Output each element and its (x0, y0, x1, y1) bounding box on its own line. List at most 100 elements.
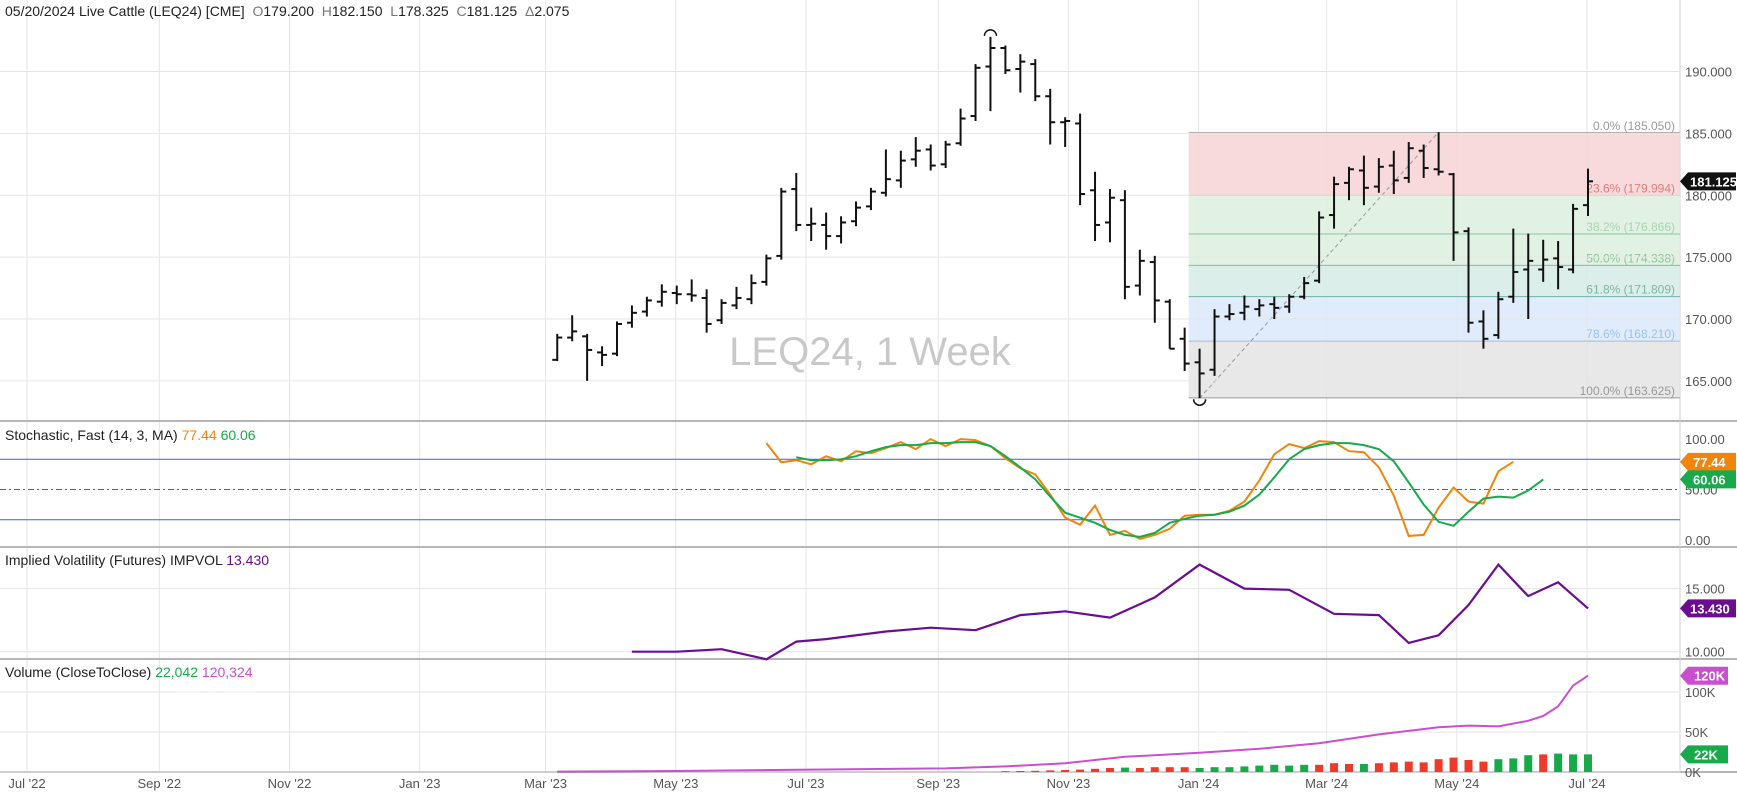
stoch-d-badge (1680, 470, 1736, 489)
volume-bar (1105, 768, 1114, 772)
change-label: Δ (524, 3, 535, 19)
stoch-d-badge-label: 60.06 (1693, 472, 1726, 487)
ohlc-bar (1119, 190, 1130, 300)
volume-bar (1180, 767, 1189, 772)
ohlc-bar (1463, 227, 1474, 333)
x-tick-label: May '23 (653, 776, 698, 791)
volume-bar (1016, 771, 1025, 772)
ohlc-bar (1015, 54, 1026, 93)
ohlc-bar (1134, 249, 1145, 296)
ohlc-bar (1538, 239, 1549, 282)
volume-badge (1680, 745, 1728, 764)
high-value: 182.150 (331, 3, 383, 19)
fib-zone (1188, 341, 1680, 398)
volume-oi-value: 120,324 (201, 664, 253, 680)
ohlc-bar (1388, 150, 1399, 195)
volume-bar (1330, 763, 1339, 772)
close-to-close-line (557, 674, 1589, 773)
ohlc-bar (1508, 228, 1519, 303)
ohlc-bar (731, 286, 742, 310)
volume-bar (1464, 760, 1473, 772)
change-value: 2.075 (534, 3, 570, 19)
fib-level-label: 78.6% (168.210) (1586, 327, 1675, 341)
ohlc-bar (776, 187, 787, 260)
last-price-label: 181.125 (1690, 174, 1737, 189)
volume-bar (1046, 770, 1055, 772)
ohlc-bar (1299, 276, 1310, 300)
volume-oi-badge (1680, 666, 1728, 685)
x-tick-label: Mar '23 (524, 776, 567, 791)
ohlc-bar (567, 315, 578, 342)
volume-bar (1031, 770, 1040, 772)
volume-bar (1135, 768, 1144, 772)
high-label: H (321, 3, 332, 19)
volume-bar (1091, 768, 1100, 772)
volume-bar (1584, 754, 1592, 772)
volume-bar (1539, 754, 1548, 772)
price-axis-label: 170.000 (1685, 312, 1732, 327)
close-label: C (456, 3, 467, 19)
volume-bar (1001, 771, 1010, 772)
ohlc-bar (1075, 113, 1086, 206)
price-axis-label: 190.000 (1685, 65, 1732, 80)
ohlc-bar (746, 274, 757, 305)
volume-bar (1225, 767, 1234, 772)
watermark: LEQ24, 1 Week (729, 330, 1012, 374)
volume-bar (1359, 764, 1368, 772)
volume-bar (1120, 767, 1129, 772)
header-date: 05/20/2024 (5, 3, 76, 19)
ohlc-bar (955, 108, 966, 146)
ohlc-bar (1448, 172, 1459, 261)
x-tick-label: Jan '23 (399, 776, 441, 791)
volume-bar (1300, 764, 1309, 772)
ohlc-bar (1403, 142, 1414, 183)
x-tick-label: Jul '23 (787, 776, 824, 791)
ohlc-bar (806, 207, 817, 242)
impvol-badge-label: 13.430 (1690, 601, 1730, 616)
volume-bar (1210, 767, 1219, 772)
x-tick-label: Sep '22 (137, 776, 181, 791)
volume-bar (1494, 759, 1503, 772)
fib-level-label: 61.8% (171.809) (1586, 283, 1675, 297)
ohlc-bar (626, 305, 637, 328)
ohlc-bar (1209, 309, 1220, 376)
volume-bar (1270, 764, 1279, 772)
price-axis-label: 180.000 (1685, 188, 1732, 203)
header-symbol: Live Cattle (LEQ24) [CME] (78, 3, 245, 19)
swing-low-marker (1192, 399, 1207, 406)
ohlc-bar (1000, 45, 1011, 74)
ohlc-bar (1254, 299, 1265, 317)
ohlc-bar (880, 149, 891, 197)
fib-level-label: 23.6% (179.994) (1586, 181, 1675, 195)
volume-bar (1554, 753, 1563, 772)
volume-bar (1404, 761, 1413, 772)
fib-zone (1188, 234, 1680, 266)
ohlc-bar (671, 285, 682, 305)
ohlc-bar (701, 289, 712, 333)
low-value: 178.325 (398, 3, 449, 19)
ohlc-bar (865, 187, 876, 211)
volume-axis-label: 0K (1685, 765, 1701, 780)
volume-bar (1434, 759, 1443, 772)
impvol-line (631, 562, 1589, 661)
ohlc-bar (910, 137, 921, 167)
stochastic-k-value: 77.44 (181, 427, 217, 443)
ohlc-bar (1553, 241, 1564, 290)
ohlc-bar (1060, 117, 1071, 147)
impvol-header: Implied Volatility (Futures) IMPVOL 13.4… (5, 552, 269, 568)
ohlc-bar (582, 333, 593, 381)
volume-bar (1195, 768, 1204, 772)
fib-level-label: 100.0% (163.625) (1580, 384, 1675, 398)
stochastic-d-value: 60.06 (220, 427, 256, 443)
volume-bar (1061, 770, 1070, 772)
x-tick-label: Sep '23 (916, 776, 960, 791)
volume-axis-label: 100K (1685, 685, 1716, 700)
ohlc-bar (1493, 291, 1504, 339)
stochastic-header: Stochastic, Fast (14, 3, MA) 77.44 60.06 (5, 427, 256, 443)
low-label: L (390, 3, 399, 19)
open-label: O (252, 3, 264, 19)
volume-bar (1449, 757, 1458, 772)
price-axis-label: 185.000 (1685, 126, 1732, 141)
